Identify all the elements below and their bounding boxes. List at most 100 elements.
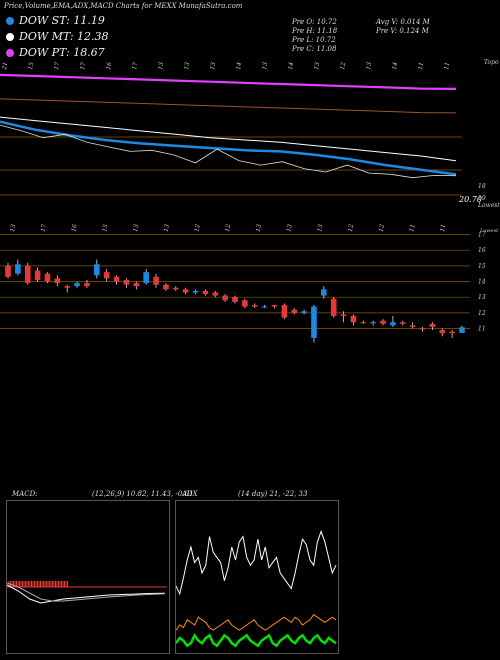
ema-right-label: Lowest [477,202,500,208]
candle-body [202,290,209,295]
candle-body [281,305,288,318]
price-top-label: 11 [439,224,447,233]
ema-line-st [0,120,457,176]
ema-top-label: 13 [157,61,165,70]
candle-body [429,323,436,327]
prev-high: Pre H: 11.18 [292,27,338,35]
candle-body [390,322,396,326]
candle-body [54,278,61,284]
candle-body [439,330,446,334]
legend-dow-mt: DOW MT: 12.38 [6,30,109,43]
macd-params: (12,26,9) 10.82, 11.43, -0.61 [92,490,194,498]
ema-lines [0,73,457,179]
ema-top-label: 17 [53,61,61,70]
price-top-label: 12 [347,223,355,232]
candle-body [44,273,51,282]
price-top-labels: 13 17 16 15 13 13 12 12 13 13 13 12 12 11 11 [9,223,447,232]
ema-right-label: 20.70 [458,195,482,204]
ema-right-label: 19 [478,195,486,202]
candle-body [261,306,268,308]
macd-signal-line [6,582,166,602]
candle-body [94,264,100,276]
price-right-label: 12 [478,310,486,317]
price-top-label: 13 [255,223,263,232]
price-right-label: 14 [478,279,486,286]
prev-open: Pre O: 10.72 [292,18,337,26]
candle-body [321,289,327,296]
price-right-label: 15 [478,263,486,270]
candle-body [301,311,307,313]
price-top-label: 13 [316,223,324,232]
candle-body [34,270,41,280]
candle-body [24,265,31,284]
chart-title: Price,Volume,EMA,ADX,MACD Charts for MEX… [4,2,243,10]
candle-body [84,283,90,287]
prev-close: Pre C: 11.08 [292,45,337,53]
candle-body [419,328,426,330]
price-top-label: 11 [408,224,416,233]
ema-top-label: 11 [417,62,425,71]
candle-body [271,305,278,307]
candle-body [163,284,169,290]
dow-pt-label: DOW PT: 18.67 [19,46,105,59]
ema-top-label: 11 [443,62,451,71]
candle-body [449,331,455,334]
adx-plus-di-line [175,613,337,631]
price-top-label: 13 [286,223,294,232]
candle-body [15,264,21,274]
dow-mt-label: DOW MT: 12.38 [19,30,109,43]
ema-right-label: 18 [478,183,486,190]
ema-line-pt [0,73,457,90]
ema-top-label: 14 [391,61,399,70]
candle-body [5,265,11,277]
candle-body [133,283,140,287]
candle-body [360,322,367,324]
candle-body [103,272,110,279]
candle-body [340,314,347,316]
macd-label: MACD: [12,490,38,498]
price-top-label: 16 [71,223,79,232]
dow-st-label: DOW ST: 11.19 [19,14,105,27]
ema-top-label: 21 [1,62,9,72]
candle-body [350,315,357,323]
candle-body [123,279,130,285]
ema-top-label: 17 [79,61,87,70]
price-top-label: 15 [101,223,109,232]
ema-top-label: 13 [261,61,269,70]
candle-body [222,295,228,301]
ema-top-label: 13 [183,61,191,70]
price-candles [5,259,465,343]
dow-mt-dot-icon [6,32,14,41]
legend-dow-pt: DOW PT: 18.67 [6,46,105,59]
ema-price-line [0,124,457,179]
candle-body [380,320,386,324]
adx-line [174,632,337,648]
ema-top-label: 13 [313,61,321,70]
price-right-label: 11 [478,326,486,333]
ema-top-label: 13 [365,61,373,70]
ema-top-label: 12 [339,61,347,70]
price-top-label: 13 [132,223,140,232]
dow-st-dot-icon [6,16,14,25]
candle-body [232,297,238,302]
price-right-label: Lowest [479,228,499,234]
candle-body [242,300,248,307]
candle-body [153,276,159,285]
adx-label: ADX [182,490,198,498]
price-top-label: 12 [378,223,386,232]
candle-body [143,272,149,284]
macd-panel [6,500,170,654]
ema-right-label: Topo [484,59,499,66]
price-top-label: 17 [40,223,48,232]
candle-body [311,306,317,338]
ema-top-label: 14 [235,61,243,70]
candle-body [113,276,120,282]
macd-svg [6,581,167,604]
price-top-label: 12 [193,223,201,232]
ema-top-label: 17 [131,61,139,70]
adx-params: (14 day) 21, -22, 33 [238,490,308,498]
adx-minus-di-line [175,529,337,596]
candle-body [212,292,219,296]
